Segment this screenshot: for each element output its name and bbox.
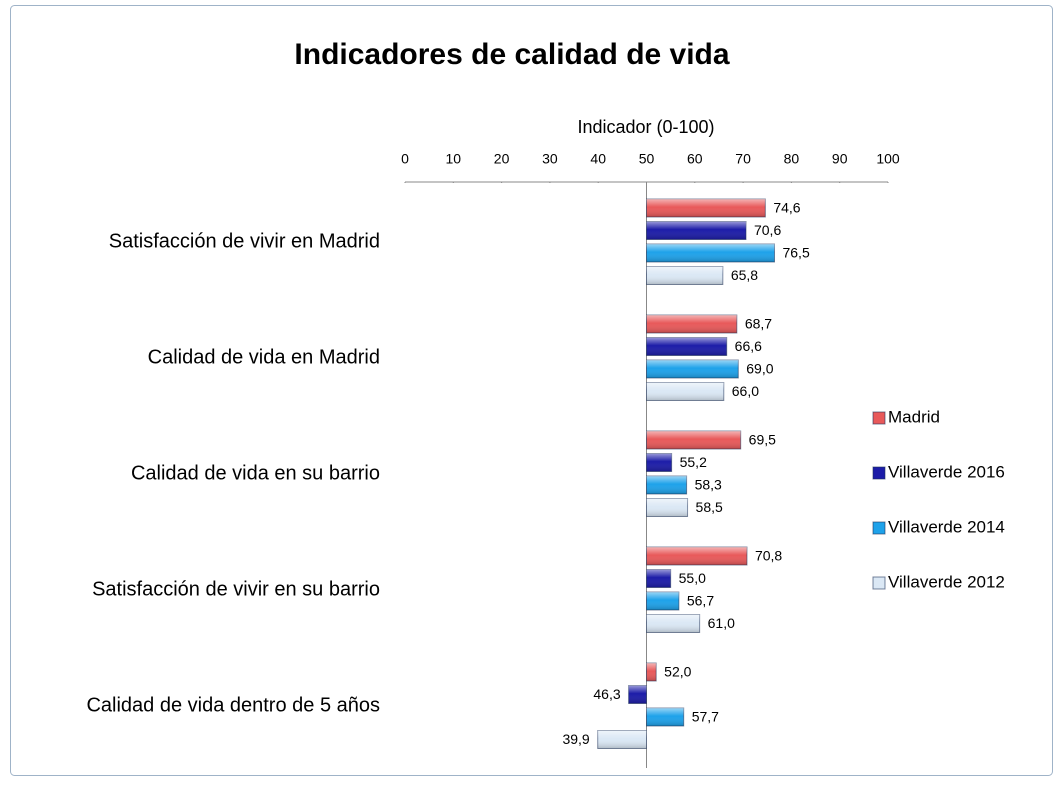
bar: [646, 221, 747, 240]
x-tick-label: 10: [446, 151, 462, 167]
legend-swatch: [872, 466, 886, 480]
data-label: 58,5: [696, 499, 723, 515]
legend-label: Villaverde 2012: [888, 572, 1005, 591]
bar: [646, 382, 725, 401]
x-tick-label: 100: [876, 151, 900, 167]
y-tick-label: Satisfacción de vivir en Madrid: [109, 230, 380, 252]
bar: [646, 243, 775, 263]
bar: [646, 337, 728, 356]
legend-label: Villaverde 2014: [888, 517, 1005, 536]
data-label: 66,6: [735, 338, 762, 354]
bar: [646, 662, 657, 682]
bar: [646, 569, 672, 588]
y-tick-label: Calidad de vida en Madrid: [148, 346, 380, 368]
legend-swatch: [872, 576, 886, 590]
x-tick-label: 80: [784, 151, 800, 167]
bar: [646, 546, 748, 566]
x-tick-label: 90: [832, 151, 848, 167]
bar: [646, 707, 685, 727]
data-label: 56,7: [687, 593, 714, 609]
x-tick-label: 40: [590, 151, 606, 167]
y-tick-label: Calidad de vida en su barrio: [131, 462, 380, 484]
data-label: 66,0: [732, 383, 759, 399]
data-label: 76,5: [782, 245, 809, 261]
x-axis-label: Indicador (0-100): [577, 117, 714, 137]
bar: [646, 453, 673, 472]
data-label: 55,2: [680, 454, 707, 470]
bar: [646, 198, 766, 218]
data-label: 55,0: [679, 570, 706, 586]
chart-frame: [10, 5, 1053, 776]
data-label: 58,3: [695, 477, 722, 493]
x-tick-label: 60: [687, 151, 703, 167]
legend-label: Madrid: [888, 407, 940, 426]
data-label: 65,8: [731, 267, 758, 283]
bar: [646, 475, 688, 495]
legend-swatch: [872, 411, 886, 425]
x-tick-label: 0: [401, 151, 409, 167]
legend-swatch: [872, 521, 886, 535]
bar: [646, 359, 739, 379]
data-label: 70,8: [755, 548, 782, 564]
data-label: 57,7: [692, 709, 719, 725]
y-tick-label: Satisfacción de vivir en su barrio: [92, 578, 380, 600]
bar: [646, 614, 701, 633]
data-label: 52,0: [664, 664, 691, 680]
data-label: 39,9: [562, 731, 589, 747]
y-tick-label: Calidad de vida dentro de 5 años: [86, 694, 380, 716]
data-label: 69,0: [746, 361, 773, 377]
bar: [646, 591, 680, 611]
legend-label: Villaverde 2016: [888, 462, 1005, 481]
bar: [646, 266, 724, 285]
bar: [646, 314, 738, 334]
x-tick-label: 20: [494, 151, 510, 167]
bar: [646, 498, 689, 517]
data-label: 68,7: [745, 316, 772, 332]
x-tick-label: 50: [639, 151, 655, 167]
bar: [597, 730, 647, 749]
data-label: 69,5: [749, 432, 776, 448]
bar: [628, 685, 648, 704]
x-tick-label: 70: [735, 151, 751, 167]
data-label: 46,3: [593, 686, 620, 702]
x-tick-label: 30: [542, 151, 558, 167]
bar: [646, 430, 742, 450]
data-label: 61,0: [708, 615, 735, 631]
data-label: 70,6: [754, 222, 781, 238]
data-label: 74,6: [773, 200, 800, 216]
chart-title: Indicadores de calidad de vida: [294, 38, 729, 71]
